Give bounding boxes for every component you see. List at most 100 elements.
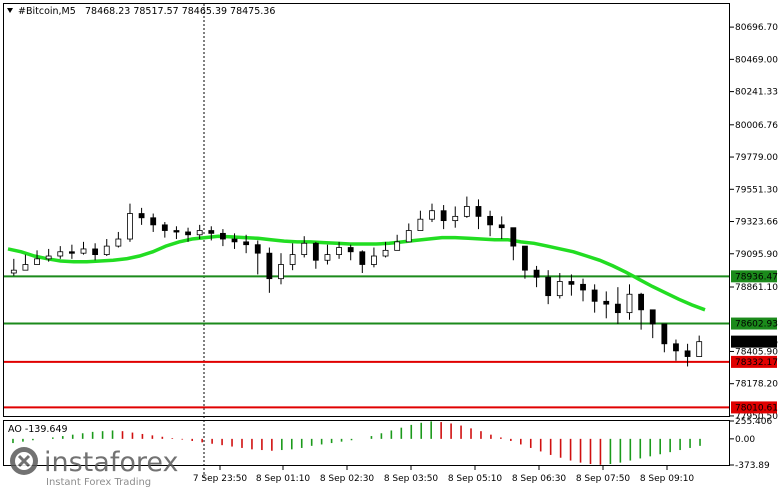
y-tick-label: 80469.00: [735, 55, 778, 65]
candle-body: [371, 255, 377, 265]
candle-body: [161, 224, 168, 231]
candle-body: [614, 303, 621, 314]
level-tag: [731, 355, 777, 368]
candle-body: [266, 252, 273, 280]
symbol-label: #Bitcoin,M5: [18, 6, 76, 17]
candle-body: [394, 241, 401, 251]
time-axis: 7 Sep 23:50 8 Sep 01:10 8 Sep 02:30 8 Sep 0…: [193, 466, 695, 484]
candle-body: [440, 210, 447, 222]
candle-body: [278, 264, 284, 280]
candle-body: [220, 232, 226, 240]
candle-body: [231, 238, 238, 243]
candle-body: [429, 210, 435, 220]
candle-body: [522, 245, 528, 271]
candle-body: [568, 281, 575, 285]
logo-tagline: Instant Forex Trading: [46, 477, 151, 488]
candle-body: [603, 300, 610, 305]
ao-histogram: [12, 421, 701, 465]
candle-body: [45, 255, 52, 260]
y-tick-label: 79095.90: [735, 250, 778, 260]
main-panel[interactable]: [3, 3, 730, 417]
candle-body: [103, 245, 110, 255]
candle-body: [301, 242, 308, 255]
x-tick-label: 8 Sep 09:10: [640, 474, 695, 484]
y-tick-label: 80006.76: [735, 121, 778, 131]
price-axis: 80696.70 80469.00 80241.33 80006.76 79779.00…: [730, 23, 778, 471]
candle-body: [80, 248, 87, 254]
candle-body: [405, 230, 412, 243]
candles: [10, 196, 703, 367]
candle-body: [498, 224, 505, 229]
candle-body: [173, 230, 180, 233]
x-tick-label: 7 Sep 23:50: [193, 474, 248, 484]
candle-body: [150, 217, 157, 226]
current-price-label: 78475.36: [735, 338, 778, 348]
instaforex-logo: instaforex Instant Forex Trading: [10, 447, 178, 488]
candle-body: [580, 283, 586, 291]
y-tick-label: 79323.66: [735, 218, 778, 228]
level-tag-label: 78602.93: [735, 320, 778, 330]
level-tag: [731, 401, 777, 414]
y-tick-label: 80696.70: [735, 23, 778, 33]
level-tag-label: 78936.47: [735, 272, 778, 282]
candle-body: [254, 244, 261, 254]
candle-body: [638, 293, 645, 311]
candle-body: [487, 215, 493, 226]
current-price-tag: [731, 335, 777, 348]
level-tag: [731, 317, 777, 330]
candle-body: [57, 251, 64, 257]
level-tag-label: 78332.17: [735, 358, 778, 368]
candle-body: [336, 247, 342, 255]
y-tick-label: 78178.20: [735, 380, 778, 390]
candle-body: [347, 247, 354, 253]
ohlc-values: 78468.23 78517.57 78465.39 78475.36: [85, 6, 275, 17]
candle-body: [196, 230, 203, 236]
ao-tick-label: -373.89: [735, 461, 770, 471]
candle-body: [556, 281, 563, 297]
candle-body: [208, 230, 215, 234]
candle-body: [138, 213, 145, 219]
moving-average-line: [7, 234, 706, 312]
candle-body: [510, 227, 517, 247]
candle-body: [533, 269, 540, 278]
candle-body: [591, 289, 598, 302]
candle-body: [312, 242, 319, 261]
y-tick-label: 80241.33: [735, 88, 778, 98]
candle-body: [127, 213, 133, 240]
candle-body: [289, 254, 296, 265]
candle-body: [359, 251, 366, 265]
ao-tick-label: 0.00: [735, 435, 755, 445]
candle-body: [684, 350, 691, 357]
x-tick-label: 8 Sep 01:10: [256, 474, 311, 484]
ao-panel[interactable]: [3, 420, 730, 466]
price-tags: 78936.47 78602.93 78332.17 78010.61 78475.36: [731, 270, 778, 414]
y-tick-label: 78861.10: [735, 283, 778, 293]
level-tag-label: 78010.61: [735, 403, 778, 413]
x-tick-label: 8 Sep 06:30: [512, 474, 567, 484]
candle-body: [649, 309, 656, 325]
y-tick-label: 79779.00: [735, 153, 778, 163]
logo-text: instaforex: [44, 447, 178, 478]
dropdown-triangle-icon[interactable]: [7, 8, 13, 13]
x-tick-label: 8 Sep 05:10: [448, 474, 503, 484]
candle-body: [475, 206, 482, 217]
candle-body: [68, 251, 75, 254]
x-tick-label: 8 Sep 03:50: [384, 474, 439, 484]
candle-body: [696, 341, 703, 357]
candle-body: [324, 254, 331, 261]
candle-body: [382, 249, 389, 257]
candle-body: [243, 241, 250, 246]
candle-body: [417, 218, 424, 231]
candle-body: [22, 264, 29, 271]
candle-body: [10, 269, 17, 274]
candle-body: [34, 258, 40, 265]
y-tick-label: 78405.90: [735, 347, 778, 357]
x-tick-label: 8 Sep 07:50: [576, 474, 631, 484]
level-tag: [731, 270, 777, 283]
candle-body: [92, 248, 99, 255]
candle-body: [661, 323, 668, 345]
x-tick-label: 8 Sep 02:30: [320, 474, 375, 484]
candle-body: [115, 238, 122, 247]
